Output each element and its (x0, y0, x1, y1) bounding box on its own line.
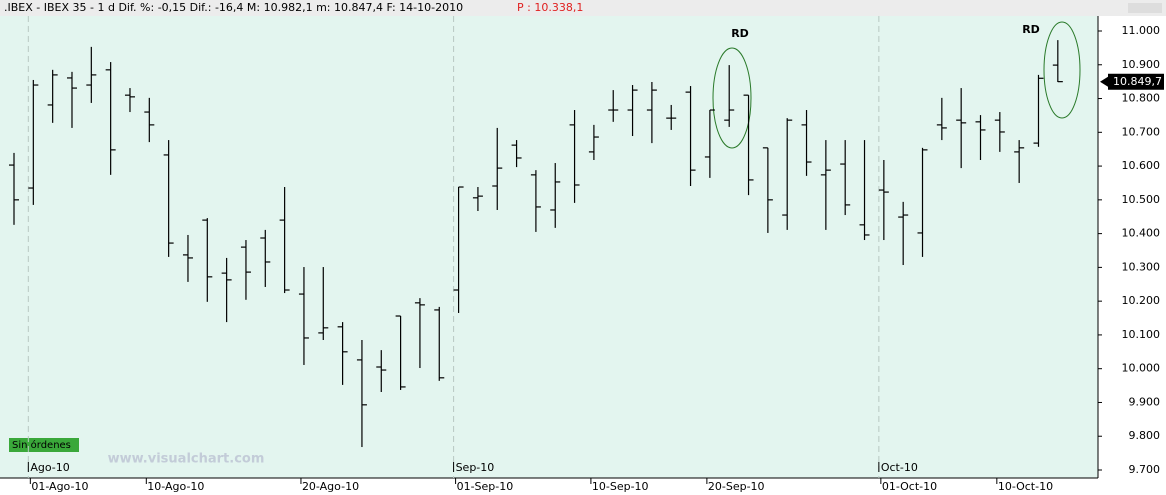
y-tick-label: 9.700 (1129, 463, 1161, 476)
x-tick-label: 20-Ago-10 (302, 480, 359, 493)
status-box (9, 438, 79, 452)
annotation-ellipse (712, 47, 752, 149)
window-buttons[interactable] (1128, 3, 1162, 13)
x-tick-label: 01-Oct-10 (882, 480, 937, 493)
watermark: www.visualchart.com (108, 452, 265, 467)
month-label: Sep-10 (456, 461, 495, 474)
header-text: .IBEX - IBEX 35 - 1 d Dif. %: -0,15 Dif.… (4, 1, 463, 14)
y-tick-label: 10.100 (1122, 328, 1161, 341)
x-tick-label: 01-Sep-10 (457, 480, 514, 493)
month-label: Ago-10 (30, 461, 69, 474)
annotation-ellipse (1043, 21, 1081, 119)
y-tick-label: 10.800 (1122, 92, 1161, 105)
y-tick-label: 10.000 (1122, 362, 1161, 375)
month-label: Oct-10 (881, 461, 918, 474)
status-text: Sin órdenes (12, 439, 71, 451)
last-price-arrow (1100, 76, 1108, 87)
x-tick-label: 20-Sep-10 (708, 480, 765, 493)
y-tick-label: 9.800 (1129, 429, 1161, 442)
header-price: P : 10.338,1 (517, 1, 583, 14)
annotation: RD (1022, 23, 1040, 36)
x-tick-label: 01-Ago-10 (31, 480, 88, 493)
plot-area (0, 16, 1098, 478)
x-tick-label: 10-Sep-10 (592, 480, 649, 493)
y-tick-label: 10.900 (1122, 58, 1161, 71)
y-tick-label: 10.600 (1122, 159, 1161, 172)
annotation: RD (731, 27, 749, 40)
y-tick-label: 10.500 (1122, 193, 1161, 206)
y-tick-label: 10.300 (1122, 260, 1161, 273)
x-tick-label: 10-Oct-10 (998, 480, 1053, 493)
y-tick-label: 9.900 (1129, 395, 1161, 408)
y-tick-label: 10.400 (1122, 227, 1161, 240)
y-tick-label: 10.200 (1122, 294, 1161, 307)
last-price-label: 10.849,7 (1113, 75, 1162, 88)
last-price-box (1108, 73, 1164, 90)
header-bar (0, 0, 1166, 16)
x-tick-label: 10-Ago-10 (147, 480, 204, 493)
y-tick-label: 11.000 (1122, 24, 1161, 37)
y-tick-label: 10.700 (1122, 125, 1161, 138)
